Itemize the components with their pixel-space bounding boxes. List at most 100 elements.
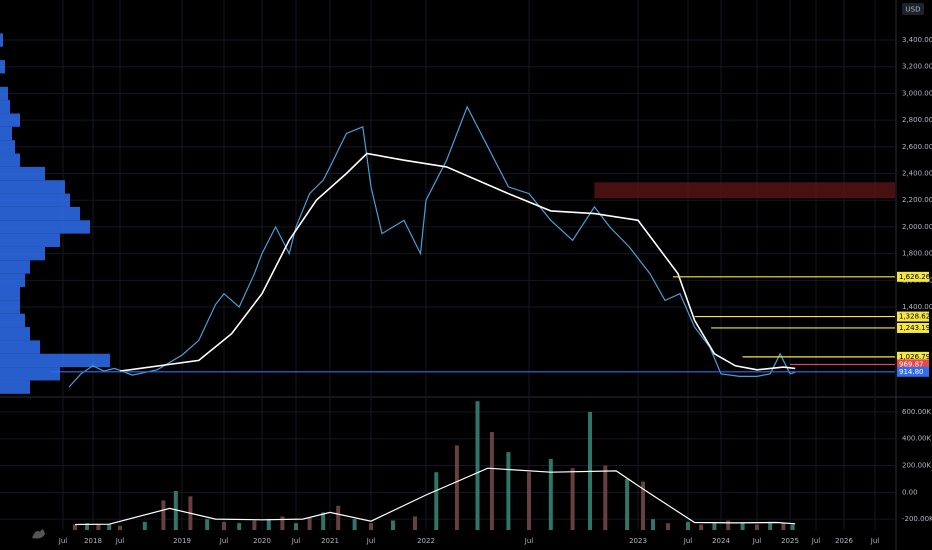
volume-bar: [266, 519, 271, 530]
currency-box: [902, 3, 924, 15]
volume-profile-bar: [0, 353, 110, 368]
volume-profile-bar: [0, 246, 45, 261]
volume-bar: [205, 519, 210, 530]
x-tick-label: Jul: [58, 537, 68, 545]
volume-bar: [434, 472, 439, 530]
volume-bar: [85, 523, 89, 530]
volume-profile-bar: [0, 140, 15, 154]
volume-bar: [107, 524, 112, 530]
x-tick-label: Jul: [870, 537, 880, 545]
price-tag: [897, 322, 929, 333]
volume-profile-bar: [0, 300, 20, 314]
volume-bar: [413, 516, 417, 530]
volume-bar: [603, 465, 608, 530]
volume-profile-bar: [0, 220, 90, 234]
y-tick-label: 2,600.00: [902, 143, 932, 151]
volume-bar: [755, 524, 759, 530]
volume-bar: [651, 519, 655, 530]
volume-bar: [336, 505, 341, 530]
y-tick-label: 600.00K: [902, 408, 931, 416]
y-tick-label: 3,400.00: [902, 36, 932, 44]
volume-bar: [712, 523, 717, 530]
x-tick-label: Jul: [752, 537, 762, 545]
volume-bar: [489, 432, 494, 530]
volume-bar: [369, 523, 373, 530]
volume-bar: [699, 524, 704, 530]
volume-bar: [790, 524, 795, 530]
x-tick-label: 2018: [84, 537, 102, 545]
y-tick-label: -200.00K: [902, 515, 932, 523]
volume-bar: [173, 491, 178, 530]
x-tick-label: 2023: [629, 537, 647, 545]
x-tick-label: 2024: [712, 537, 730, 545]
volume-bar: [768, 521, 773, 530]
series-line: [68, 105, 796, 388]
volume-profile-bar: [0, 313, 25, 328]
volume-profile-bar: [0, 180, 65, 194]
currency: USD: [906, 6, 921, 14]
logo: [32, 529, 45, 539]
volume-bar: [96, 523, 101, 530]
volume-bar: [161, 500, 166, 530]
volume-bar: [118, 525, 122, 530]
x-tick-label: Jul: [366, 537, 376, 545]
volume-bar: [527, 472, 531, 530]
volume-bar: [548, 458, 553, 530]
price-tag: [897, 311, 929, 322]
price-tag-label: 1,026.79: [899, 353, 930, 361]
volume-profile-bar: [0, 193, 70, 207]
volume-profile-bar: [0, 327, 30, 341]
x-tick-label: Jul: [683, 537, 693, 545]
y-tick-label: 0.00: [902, 488, 918, 496]
volume-profile-bar: [0, 287, 20, 301]
volume-profile-bar: [0, 33, 3, 47]
volume-bar: [73, 524, 77, 530]
volume-bar: [294, 523, 298, 530]
price-tag-label: 914.80: [899, 368, 924, 376]
x-tick-label: Jul: [811, 537, 821, 545]
y-tick-label: 3,000.00: [902, 89, 932, 97]
y-tick-label: 2,000.00: [902, 223, 932, 231]
volume-bar: [321, 512, 326, 530]
volume-bar: [280, 516, 285, 530]
volume-profile-bar: [0, 260, 30, 274]
y-tick-label: 2,200.00: [902, 196, 932, 204]
x-tick-label: Jul: [291, 537, 301, 545]
volume-profile-bar: [0, 126, 12, 141]
price-tag-label: 1,243.19: [899, 324, 930, 332]
y-tick-label: 200.00K: [902, 462, 931, 470]
x-tick-label: 2019: [173, 537, 191, 545]
volume-bar: [307, 517, 312, 530]
price-tag-label: 969.87: [899, 360, 924, 368]
x-tick-label: 2020: [253, 537, 271, 545]
price-tag: [897, 271, 929, 282]
supply-zone: [594, 182, 895, 199]
volume-bar: [454, 445, 459, 530]
volume-bar: [222, 521, 226, 530]
price-tag: [897, 366, 929, 377]
price-tag: [897, 351, 929, 362]
volume-bar: [142, 521, 147, 530]
x-tick-label: Jul: [219, 537, 229, 545]
volume-bar: [641, 481, 645, 530]
volume-bar: [781, 523, 786, 530]
volume-profile-bar: [0, 367, 60, 381]
volume-profile-bar: [0, 153, 20, 167]
volume-bar: [352, 519, 357, 530]
series-line: [119, 152, 796, 372]
x-tick-label: 2025: [781, 537, 799, 545]
volume-bar: [237, 523, 242, 530]
volume-bar: [666, 523, 670, 530]
volume-bar: [252, 520, 257, 530]
price-tag: [897, 359, 929, 370]
volume-bar: [740, 523, 745, 530]
x-tick-label: 2022: [417, 537, 435, 545]
y-tick-label: 3,200.00: [902, 63, 932, 71]
x-tick-label: 2021: [321, 537, 339, 545]
volume-bar: [475, 401, 480, 530]
volume-bar: [726, 520, 731, 530]
volume-profile-bar: [0, 380, 30, 394]
price-tag-label: 1,626.26: [899, 273, 931, 281]
